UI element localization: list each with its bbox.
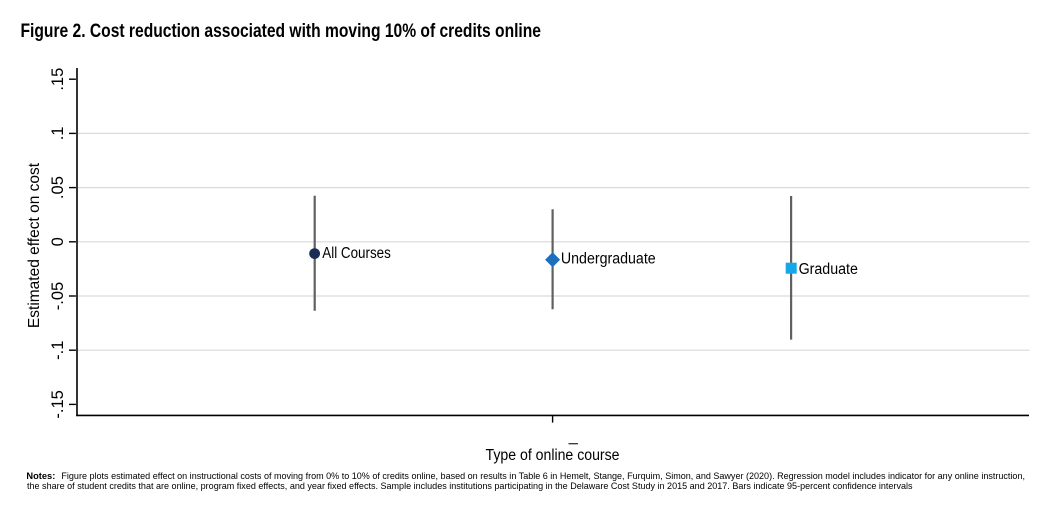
svg-text:Figure plots estimated effect: Figure plots estimated effect on instruc…: [61, 471, 1025, 481]
svg-text:Estimated effect on cost: Estimated effect on cost: [26, 162, 43, 328]
svg-text:-.05: -.05: [49, 282, 67, 310]
svg-text:.15: .15: [49, 68, 67, 91]
svg-text:Figure 2. Cost reduction assoc: Figure 2. Cost reduction associated with…: [21, 20, 542, 42]
svg-text:0: 0: [49, 237, 67, 246]
svg-text:All Courses: All Courses: [322, 245, 391, 262]
svg-text:Undergraduate: Undergraduate: [561, 251, 656, 268]
svg-text:the share of student credits t: the share of student credits that are on…: [27, 481, 913, 491]
svg-text:.05: .05: [49, 176, 67, 199]
svg-text:Notes:: Notes:: [26, 471, 55, 481]
svg-text:Type of online course: Type of online course: [486, 447, 620, 464]
svg-text:-.1: -.1: [49, 341, 67, 360]
svg-text:Graduate: Graduate: [799, 261, 858, 278]
svg-text:.1: .1: [49, 127, 67, 141]
svg-text:-.15: -.15: [49, 390, 67, 418]
